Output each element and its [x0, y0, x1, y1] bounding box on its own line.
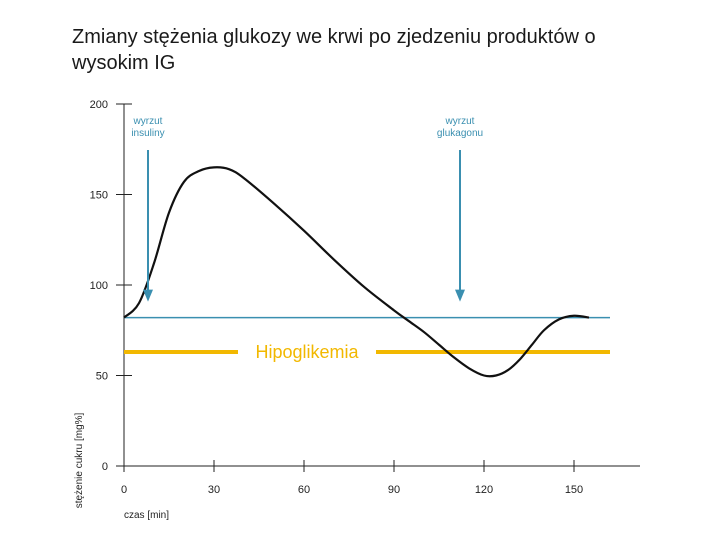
glucagon-annotation-label: glukagonu	[437, 128, 483, 139]
y-tick-label: 200	[90, 99, 108, 111]
y-tick-label: 100	[90, 280, 108, 292]
x-tick-label: 90	[388, 484, 400, 496]
x-tick-label: 120	[475, 484, 493, 496]
reference-lines: Hipoglikemia	[124, 316, 610, 362]
y-tick-label: 50	[96, 371, 108, 383]
x-tick-label: 60	[298, 484, 310, 496]
hypoglycemia-label: Hipoglikemia	[255, 342, 359, 362]
y-tick-label: 0	[102, 461, 108, 473]
x-tick-label: 30	[208, 484, 220, 496]
chart-title: Zmiany stężenia glukozy we krwi po zjedz…	[72, 26, 596, 74]
insulin-annotation-label: insuliny	[131, 128, 164, 139]
series-group	[123, 166, 590, 378]
y-tick-label: 150	[90, 190, 108, 202]
insulin-annotation-label: wyrzut	[133, 116, 163, 127]
axes: 0 50 100 150 200 0 30 60 90 120 150 czas [min] stęże…	[74, 99, 640, 521]
x-tick-label: 0	[121, 484, 127, 496]
insulin-arrow-head	[143, 289, 153, 302]
glucagon-arrow-head	[455, 289, 465, 302]
x-axis-title: czas [min]	[124, 510, 169, 521]
glucose-curve	[123, 166, 590, 378]
x-tick-label: 150	[565, 484, 583, 496]
glucagon-annotation-label: wyrzut	[445, 116, 475, 127]
y-axis-title: stężenie cukru [mg%]	[74, 412, 85, 508]
